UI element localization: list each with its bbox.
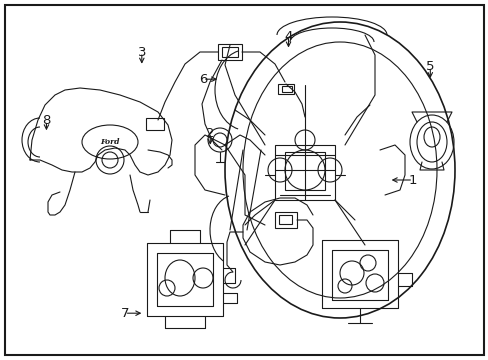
Text: 2: 2 (205, 127, 214, 140)
Bar (222, 47, 238, 57)
Bar (279, 215, 291, 224)
Text: 1: 1 (408, 174, 417, 186)
Bar (285, 152, 325, 190)
Text: 6: 6 (198, 73, 207, 86)
Bar (278, 84, 293, 94)
Text: 5: 5 (425, 60, 434, 73)
Bar (218, 44, 242, 60)
Bar (274, 212, 296, 228)
Bar (282, 86, 291, 92)
Bar (146, 118, 163, 130)
Bar (274, 145, 334, 200)
Text: 8: 8 (42, 114, 51, 127)
Text: 4: 4 (284, 30, 292, 42)
Text: 3: 3 (137, 46, 146, 59)
Text: 7: 7 (120, 307, 129, 320)
Text: Ford: Ford (100, 138, 120, 146)
